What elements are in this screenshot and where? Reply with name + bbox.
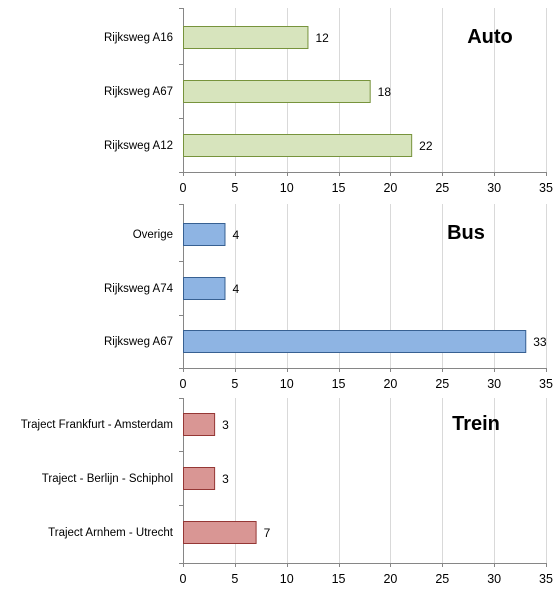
x-tick-label: 5 xyxy=(231,572,238,586)
category-label: Traject Frankfurt - Amsterdam xyxy=(21,419,173,431)
x-tick-label: 0 xyxy=(180,572,187,586)
category-label: Rijksweg A74 xyxy=(104,283,174,295)
x-tick-label: 20 xyxy=(383,377,397,391)
bar xyxy=(183,134,413,157)
chart-panel-trein: 0 5 10 15 20 25 30 35 Traject Frankfurt - Amster… xyxy=(21,398,553,586)
category-label: Rijksweg A12 xyxy=(104,140,173,152)
bar xyxy=(183,26,309,49)
x-tick-label: 20 xyxy=(383,572,397,586)
data-label: 33 xyxy=(533,335,547,349)
panel-title: Bus xyxy=(447,222,485,244)
category-label: Rijksweg A67 xyxy=(104,86,173,98)
chart-panel-auto: 0 5 10 15 20 25 30 35 Rijksweg A16 12 Rijksweg A67… xyxy=(104,8,553,195)
bar xyxy=(183,223,226,246)
x-tick-label: 10 xyxy=(280,181,294,195)
data-label: 4 xyxy=(232,282,239,296)
x-tick-label: 30 xyxy=(487,377,501,391)
bar xyxy=(183,413,216,436)
x-tick-label: 10 xyxy=(280,572,294,586)
x-tick-label: 25 xyxy=(435,572,449,586)
category-label: Rijksweg A16 xyxy=(104,32,173,44)
x-tick-label: 15 xyxy=(332,572,346,586)
bar xyxy=(183,467,216,490)
data-label: 4 xyxy=(232,228,239,242)
x-tick-label: 15 xyxy=(332,377,346,391)
bar xyxy=(183,277,226,300)
x-tick-label: 10 xyxy=(280,377,294,391)
data-label: 3 xyxy=(222,418,229,432)
x-tick-label: 25 xyxy=(435,377,449,391)
bar xyxy=(183,80,371,103)
x-tick-label: 15 xyxy=(332,181,346,195)
x-tick-label: 35 xyxy=(539,181,553,195)
panel-title: Trein xyxy=(452,413,500,435)
x-tick-label: 5 xyxy=(231,377,238,391)
x-tick-label: 0 xyxy=(180,181,187,195)
x-tick-label: 25 xyxy=(435,181,449,195)
x-tick-label: 35 xyxy=(539,572,553,586)
category-label: Rijksweg A67 xyxy=(104,336,173,348)
bar xyxy=(183,330,527,353)
data-label: 7 xyxy=(264,526,271,540)
x-tick-label: 35 xyxy=(539,377,553,391)
x-tick-label: 30 xyxy=(487,181,501,195)
x-tick-label: 20 xyxy=(383,181,397,195)
x-tick-label: 5 xyxy=(231,181,238,195)
data-label: 18 xyxy=(378,85,392,99)
data-label: 22 xyxy=(419,139,433,153)
panel-title: Auto xyxy=(467,26,513,48)
category-label: Traject Arnhem - Utrecht xyxy=(48,527,174,539)
x-tick-label: 30 xyxy=(487,572,501,586)
data-label: 3 xyxy=(222,472,229,486)
chart-panel-bus: 0 5 10 15 20 25 30 35 Overige 4 Rijksweg A74 4 Rijks… xyxy=(104,204,553,391)
category-label: Traject - Berlijn - Schiphol xyxy=(42,473,173,485)
bar xyxy=(183,521,257,544)
data-label: 12 xyxy=(315,31,329,45)
x-tick-label: 0 xyxy=(180,377,187,391)
category-label: Overige xyxy=(133,229,173,241)
